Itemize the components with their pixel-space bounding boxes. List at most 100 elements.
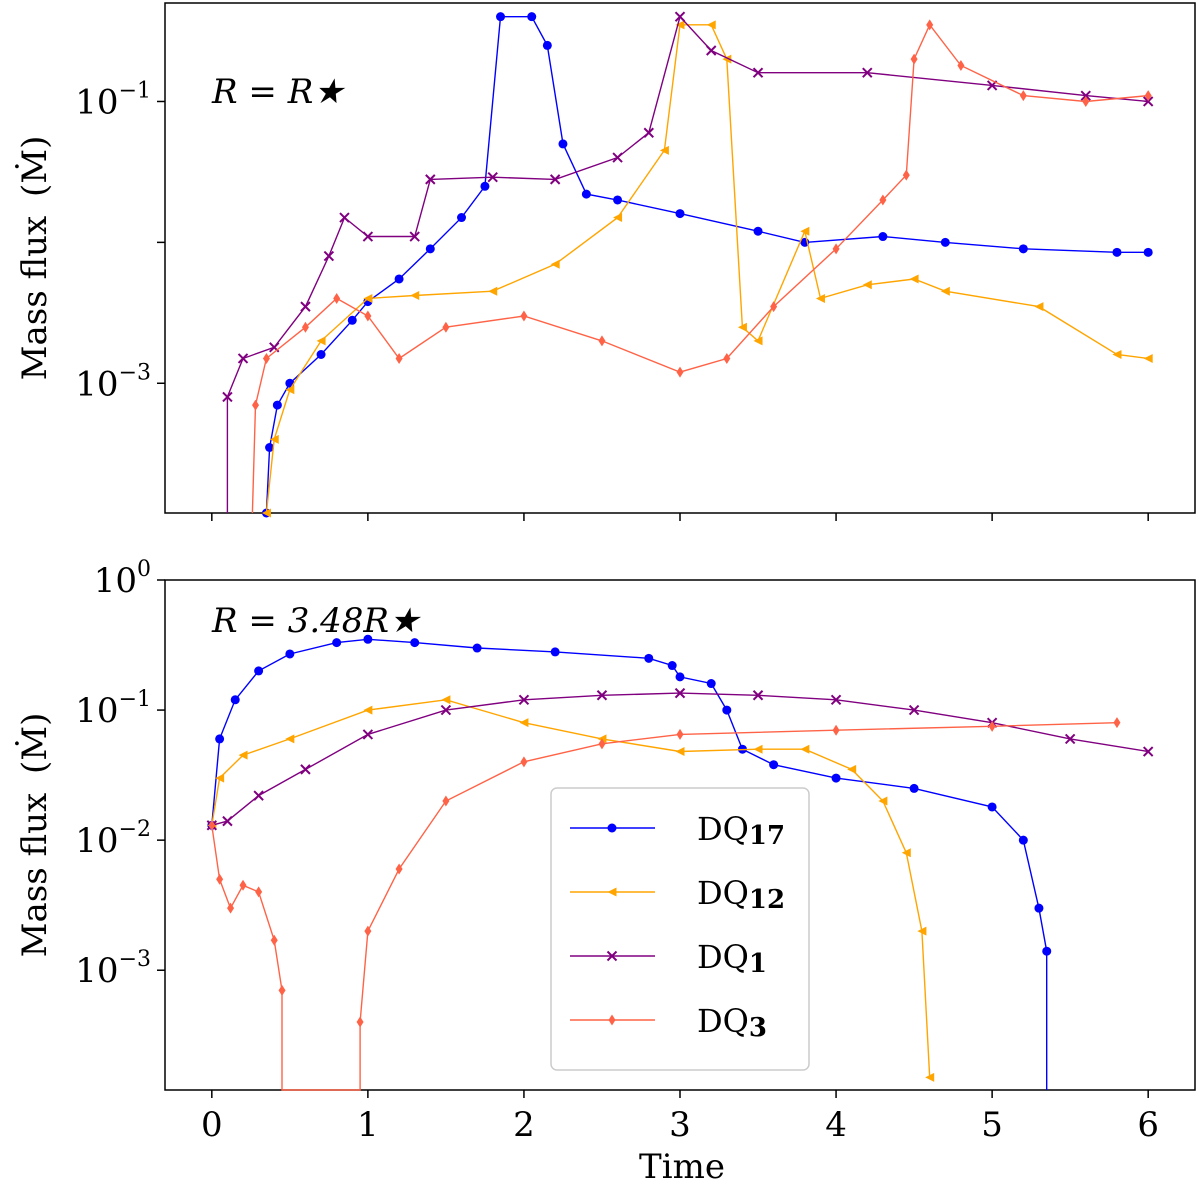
bottom-y-ticks: 100 10−1 10−2 10−3 xyxy=(75,557,165,991)
data-point xyxy=(215,773,225,783)
data-point xyxy=(239,879,247,891)
data-point xyxy=(957,60,965,72)
data-point xyxy=(862,280,872,290)
data-point xyxy=(643,127,654,138)
data-point xyxy=(1042,946,1052,956)
data-point xyxy=(215,734,225,744)
data-point xyxy=(363,705,373,715)
data-point xyxy=(832,724,840,736)
data-point xyxy=(1112,350,1122,360)
data-point xyxy=(300,301,311,312)
data-point xyxy=(254,666,264,676)
y-tick-label: 10−2 xyxy=(75,817,151,861)
series-dq3 xyxy=(208,717,1121,1091)
data-point xyxy=(878,232,888,242)
data-point xyxy=(395,352,403,364)
legend-marker xyxy=(607,887,617,897)
data-point xyxy=(255,886,263,898)
data-point xyxy=(300,764,311,775)
data-point xyxy=(987,802,997,812)
series-dq1 xyxy=(222,11,1154,513)
data-point xyxy=(598,738,606,750)
top-ylabel-unit: (Ṁ) xyxy=(15,136,55,197)
y-tick-label: 10−3 xyxy=(75,360,151,404)
data-point xyxy=(316,350,326,360)
data-point xyxy=(925,1072,935,1082)
legend-entry: DQ17 xyxy=(570,810,785,851)
data-point xyxy=(1018,835,1028,845)
data-point xyxy=(520,310,528,322)
data-point xyxy=(550,647,560,657)
data-point xyxy=(222,391,233,403)
data-point xyxy=(753,336,763,346)
series-line xyxy=(265,16,1149,514)
data-point xyxy=(815,293,825,303)
legend-label: DQ17 xyxy=(697,810,785,851)
data-point xyxy=(333,292,341,304)
x-axis-title: Time xyxy=(639,1147,725,1187)
data-point xyxy=(410,638,420,648)
top-x-ticks xyxy=(211,513,1149,521)
data-point xyxy=(285,385,295,395)
data-point xyxy=(550,259,560,269)
bottom-ylabel: Mass flux (Ṁ) xyxy=(15,713,55,958)
bottom-panel: 0 1 2 3 4 5 6 100 10−1 10−2 10−3 R = 3.48R★ Mass … xyxy=(15,557,1196,1187)
data-point xyxy=(674,11,686,22)
data-point xyxy=(347,315,357,325)
top-annotation: R = R★ xyxy=(211,72,346,112)
bottom-ylabel-unit: (Ṁ) xyxy=(15,713,55,774)
series-line xyxy=(265,24,1149,514)
y-tick-label: 10−1 xyxy=(75,78,151,122)
data-point xyxy=(410,290,420,300)
data-point xyxy=(675,747,685,757)
data-point xyxy=(752,690,764,701)
legend-entry: DQ1 xyxy=(570,938,767,979)
data-point xyxy=(659,145,669,155)
data-point xyxy=(208,819,216,831)
legend-label: DQ12 xyxy=(697,874,785,915)
data-point xyxy=(332,638,342,648)
data-point xyxy=(753,226,763,236)
data-point xyxy=(1113,717,1121,729)
data-point xyxy=(910,53,918,65)
series-dq17 xyxy=(261,12,1153,518)
data-point xyxy=(222,815,233,827)
top-ylabel: Mass flux (Ṁ) xyxy=(15,136,55,381)
data-point xyxy=(908,704,920,716)
data-point xyxy=(1034,903,1044,913)
x-tick-label: 6 xyxy=(1137,1105,1159,1145)
data-point xyxy=(926,19,934,31)
data-point xyxy=(706,679,716,689)
data-point xyxy=(480,181,490,191)
data-point xyxy=(676,728,684,740)
data-point xyxy=(737,322,747,332)
data-point xyxy=(227,902,235,914)
data-point xyxy=(542,40,552,50)
legend-entry: DQ12 xyxy=(570,874,785,915)
data-point xyxy=(832,243,840,255)
data-point xyxy=(362,231,374,242)
data-point xyxy=(674,687,686,699)
data-point xyxy=(1080,90,1091,101)
data-point xyxy=(441,695,451,705)
data-point xyxy=(667,661,677,671)
data-point xyxy=(527,12,537,22)
data-point xyxy=(909,274,919,284)
data-point xyxy=(316,336,326,346)
x-tick-label: 4 xyxy=(825,1105,847,1145)
data-point xyxy=(269,434,279,444)
data-point xyxy=(364,925,372,937)
data-point xyxy=(676,366,684,378)
series-line xyxy=(226,15,1149,513)
data-point xyxy=(830,694,842,705)
data-point xyxy=(395,863,403,875)
data-point xyxy=(612,152,623,163)
data-point xyxy=(1018,244,1028,254)
data-point xyxy=(675,20,685,30)
data-point xyxy=(862,67,873,78)
data-point xyxy=(285,649,295,659)
data-point xyxy=(364,310,372,322)
legend-label: DQ3 xyxy=(697,1002,767,1043)
data-point xyxy=(230,695,240,705)
data-point xyxy=(598,335,606,347)
